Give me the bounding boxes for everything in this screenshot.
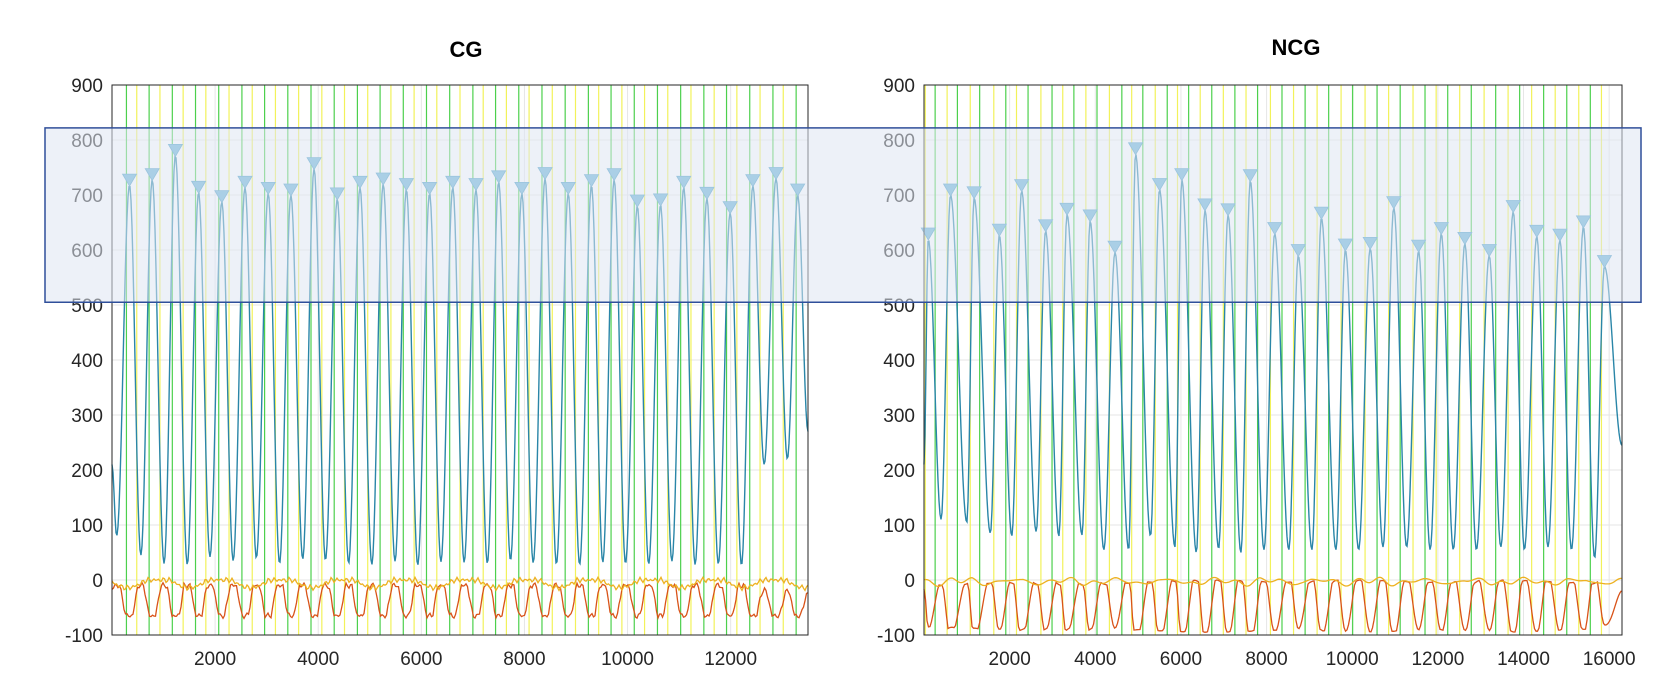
y-tick-label: 300 [71,406,103,427]
x-tick-label: 2000 [194,649,236,670]
y-tick-label: 900 [71,76,103,97]
highlight-region [44,127,1642,304]
x-tick-label: 10000 [1326,649,1379,670]
y-tick-label: 300 [883,406,915,427]
x-tick-label: 4000 [1074,649,1116,670]
main-series-cg [111,154,809,566]
x-tick-label: 14000 [1497,649,1550,670]
y-tick-label: 900 [883,76,915,97]
x-tick-label: 4000 [297,649,339,670]
x-tick-label: 6000 [1160,649,1202,670]
x-tick-label: 2000 [989,649,1031,670]
y-tick-label: 400 [883,351,915,372]
y-tick-label: 200 [71,461,103,482]
y-tick-label: 100 [71,516,103,537]
y-tick-label: -100 [65,626,103,647]
x-tick-label: 8000 [503,649,545,670]
y-tick-label: 0 [904,571,915,592]
y-tick-label: -100 [877,626,915,647]
x-tick-label: 12000 [704,649,757,670]
x-tick-label: 6000 [400,649,442,670]
y-tick-label: 400 [71,351,103,372]
x-tick-label: 12000 [1411,649,1464,670]
secondary-series-orange [923,579,1623,633]
secondary-series-orange [111,580,809,621]
y-tick-label: 0 [92,571,103,592]
x-tick-label: 10000 [601,649,654,670]
secondary-series-yellow [111,575,809,592]
chart-title-cg: CG [450,37,483,62]
axes-box-cg [111,84,809,636]
secondary-series-yellow [923,576,1622,588]
axes-box-ncg [923,84,1623,636]
y-tick-label: 100 [883,516,915,537]
x-tick-label: 8000 [1245,649,1287,670]
x-tick-label: 16000 [1583,649,1636,670]
y-tick-label: 200 [883,461,915,482]
chart-title-ncg: NCG [1272,35,1321,60]
